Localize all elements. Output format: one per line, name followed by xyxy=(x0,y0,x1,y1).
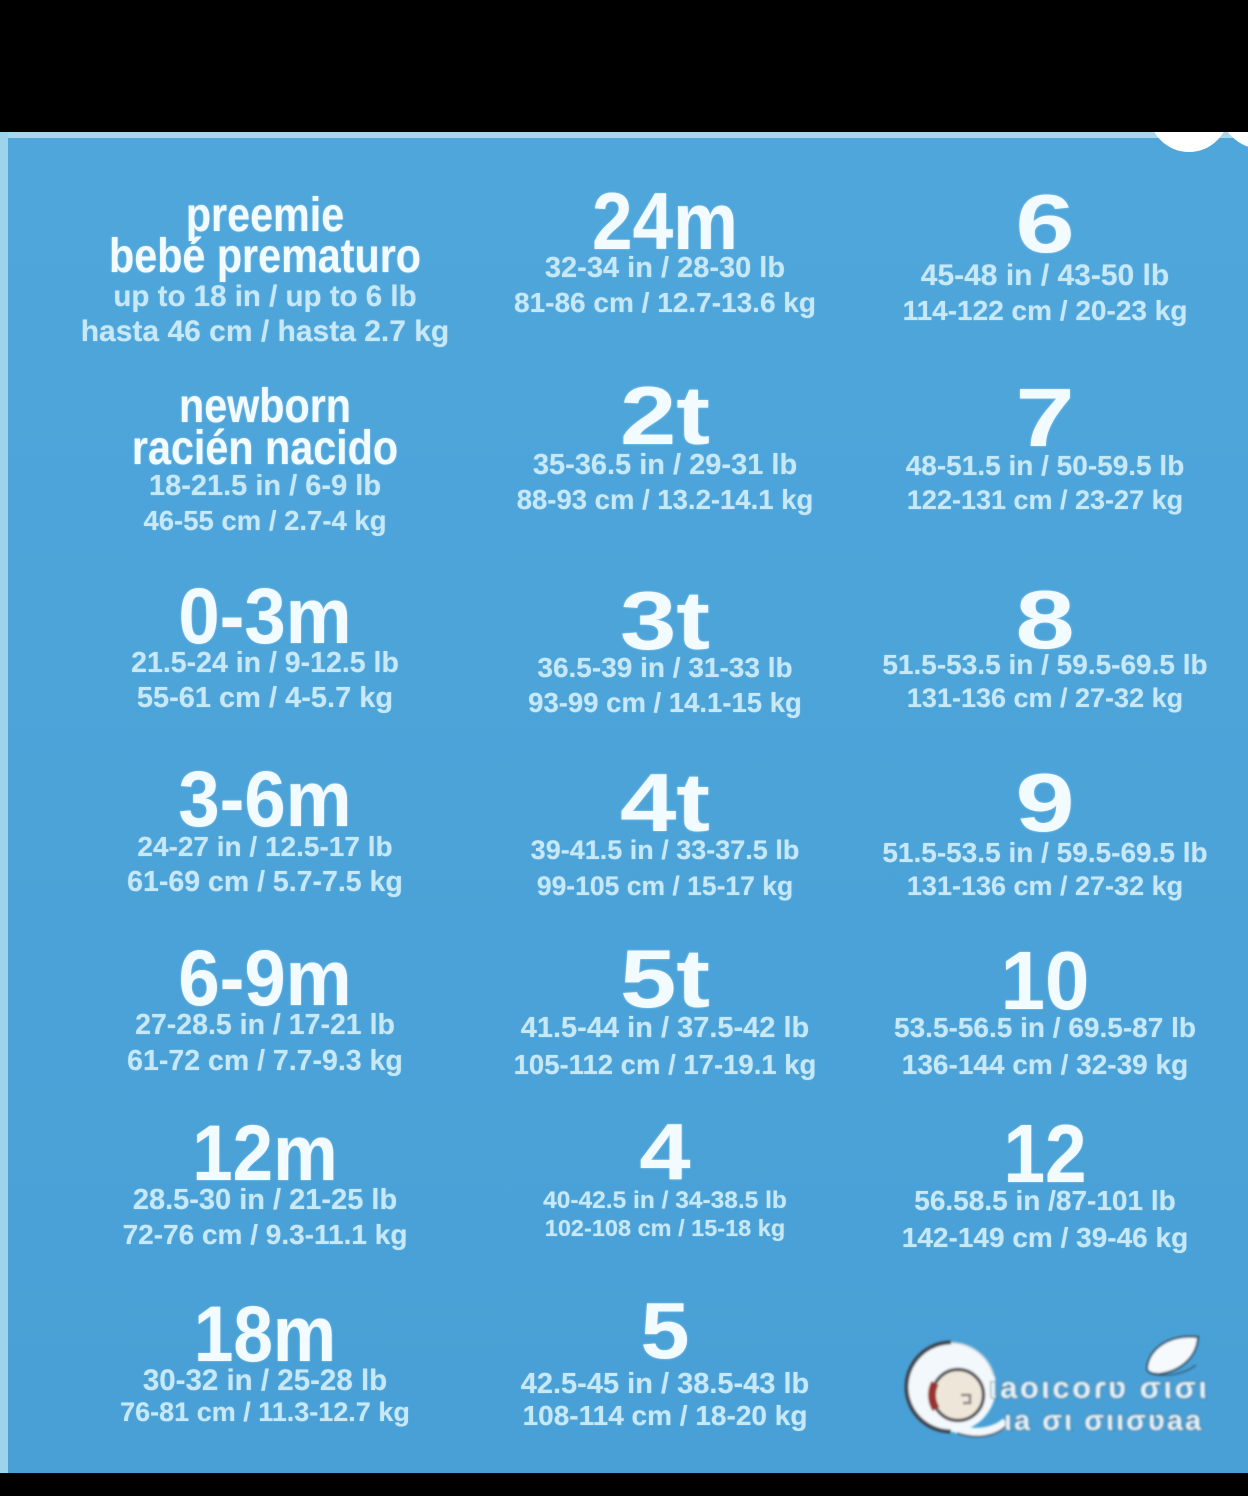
svg-text:ιa σι σιισʋaa: ιa σι σιισʋaa xyxy=(1004,1405,1203,1437)
svg-text:ιaoιcoɾʋ σισι: ιaoιcoɾʋ σισι xyxy=(989,1370,1209,1405)
